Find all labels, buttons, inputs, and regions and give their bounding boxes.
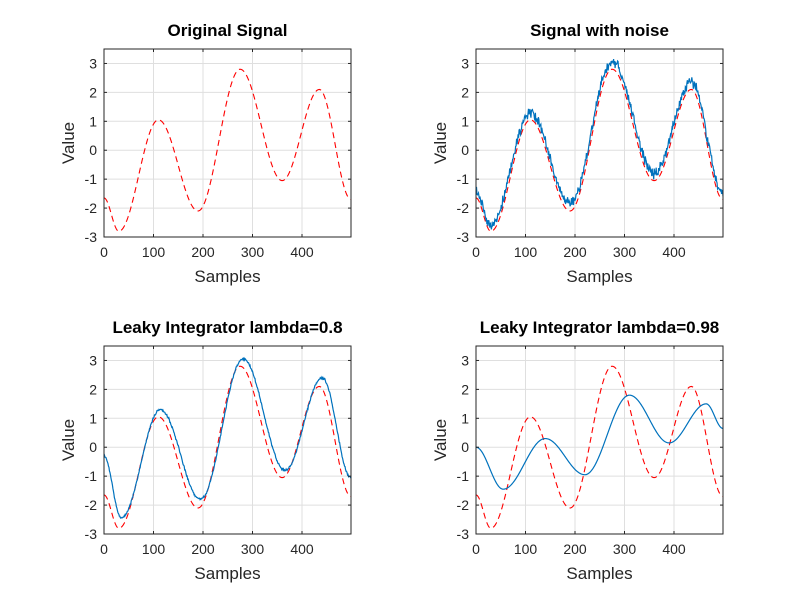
y-tick-label: -1: [85, 468, 98, 484]
y-axis-label: Value: [59, 122, 78, 164]
y-axis-label: Value: [59, 419, 78, 461]
plot-title: Leaky Integrator lambda=0.8: [112, 318, 342, 337]
output-signal-line: [476, 394, 723, 490]
y-tick-label: -1: [85, 171, 98, 187]
y-tick-label: -3: [85, 229, 98, 245]
y-tick-label: -3: [457, 229, 470, 245]
x-tick-label: 400: [290, 541, 314, 557]
subplot-3: 0 100 200 300 400 -3 -2 -1 0 1 2 3 Leaky Integrator …: [59, 318, 352, 583]
x-tick-label: 100: [142, 541, 166, 557]
y-tick-label: 1: [89, 113, 97, 129]
y-tick-label: 3: [89, 55, 97, 71]
plot-title: Signal with noise: [530, 21, 669, 40]
axes-box: [475, 345, 724, 535]
axes-box: [475, 48, 724, 238]
x-tick-label: 300: [613, 541, 637, 557]
y-tick-label: 0: [89, 439, 97, 455]
y-tick-label: 0: [461, 439, 469, 455]
y-axis-label: Value: [431, 122, 450, 164]
y-tick-label: -2: [85, 497, 98, 513]
output-signal-line: [104, 356, 351, 519]
plot-title: Original Signal: [168, 21, 288, 40]
x-tick-label: 300: [613, 244, 637, 260]
y-tick-label: 1: [461, 113, 469, 129]
x-tick-label: 400: [662, 244, 686, 260]
y-tick-label: 0: [89, 142, 97, 158]
x-tick-label: 0: [100, 244, 108, 260]
x-tick-label: 400: [290, 244, 314, 260]
x-axis-label: Samples: [194, 267, 260, 286]
axes-box: [103, 48, 352, 238]
x-tick-label: 0: [100, 541, 108, 557]
x-tick-label: 300: [241, 541, 265, 557]
subplot-1: 0 100 200 300 400 -3 -2 -1 0 1 2 3 Original Signal Sa…: [59, 21, 352, 286]
y-tick-label: 1: [89, 410, 97, 426]
x-tick-label: 0: [472, 244, 480, 260]
y-tick-label: -2: [457, 200, 470, 216]
x-axis-label: Samples: [194, 564, 260, 583]
y-tick-label: -3: [85, 526, 98, 542]
y-tick-label: -2: [85, 200, 98, 216]
x-tick-label: 200: [191, 541, 215, 557]
y-tick-label: 2: [89, 84, 97, 100]
x-tick-label: 400: [662, 541, 686, 557]
x-tick-label: 0: [472, 541, 480, 557]
y-tick-label: 2: [89, 381, 97, 397]
y-tick-label: -3: [457, 526, 470, 542]
y-tick-label: 1: [461, 410, 469, 426]
plot-title: Leaky Integrator lambda=0.98: [480, 318, 720, 337]
y-tick-label: 2: [461, 381, 469, 397]
y-tick-label: 3: [89, 352, 97, 368]
x-axis-label: Samples: [566, 564, 632, 583]
subplot-2: 0 100 200 300 400 -3 -2 -1 0 1 2 3 Signal with noise…: [431, 21, 724, 286]
y-tick-label: 3: [461, 55, 469, 71]
y-tick-label: 3: [461, 352, 469, 368]
y-tick-label: 2: [461, 84, 469, 100]
subplot-4: 0 100 200 300 400 -3 -2 -1 0 1 2 3 Leaky Integrator …: [431, 318, 724, 583]
x-tick-label: 200: [191, 244, 215, 260]
y-tick-label: 0: [461, 142, 469, 158]
y-tick-label: -1: [457, 171, 470, 187]
x-tick-label: 200: [563, 541, 587, 557]
x-axis-label: Samples: [566, 267, 632, 286]
axes-box: [103, 345, 352, 535]
x-tick-label: 100: [514, 541, 538, 557]
x-tick-label: 300: [241, 244, 265, 260]
y-tick-label: -2: [457, 497, 470, 513]
x-tick-label: 100: [514, 244, 538, 260]
x-tick-label: 100: [142, 244, 166, 260]
x-tick-label: 200: [563, 244, 587, 260]
y-tick-label: -1: [457, 468, 470, 484]
output-signal-line: [476, 58, 723, 230]
y-axis-label: Value: [431, 419, 450, 461]
